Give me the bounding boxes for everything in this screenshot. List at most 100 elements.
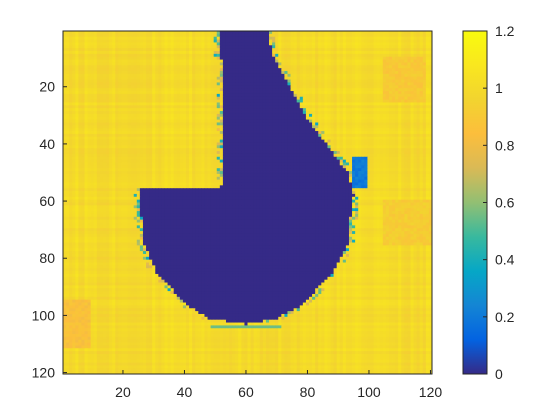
heatmap-cell (90, 65, 95, 69)
heatmap-cell (398, 33, 402, 38)
heatmap-cell (318, 42, 322, 46)
heatmap-cell (238, 85, 242, 89)
heatmap-cell (361, 65, 365, 69)
heatmap-cell (149, 148, 153, 152)
heatmap-cell (238, 93, 242, 98)
heatmap-cell (253, 56, 258, 60)
heatmap-cell (382, 79, 387, 83)
heatmap-cell (229, 51, 233, 55)
heatmap-cell (139, 102, 144, 106)
heatmap-cell (348, 108, 353, 112)
heatmap-cell (149, 99, 153, 103)
heatmap-cell (216, 56, 221, 60)
heatmap-cell (315, 93, 319, 98)
heatmap-cell (146, 116, 150, 121)
heatmap-cell (330, 116, 335, 121)
heatmap-cell (388, 53, 393, 58)
heatmap-cell (315, 45, 319, 49)
heatmap-cell (259, 42, 264, 46)
heatmap-cell (96, 108, 101, 112)
heatmap-cell (262, 102, 267, 106)
heatmap-cell (287, 105, 291, 109)
heatmap-cell (324, 145, 328, 149)
heatmap-cell (265, 36, 270, 40)
heatmap-cell (259, 53, 264, 58)
heatmap-cell (404, 71, 408, 75)
heatmap-cell (422, 42, 427, 46)
heatmap-cell (339, 56, 344, 60)
heatmap-cell (219, 39, 224, 43)
heatmap-cell (96, 96, 101, 100)
heatmap-cell (299, 108, 304, 112)
heatmap-cell (189, 42, 193, 46)
heatmap-cell (124, 88, 128, 92)
heatmap-cell (170, 68, 175, 72)
heatmap-cell (382, 76, 387, 80)
heatmap-cell (225, 142, 230, 146)
heatmap-cell (66, 42, 70, 46)
heatmap-cell (370, 105, 374, 109)
heatmap-cell (428, 93, 433, 98)
heatmap-cell (155, 145, 159, 149)
heatmap-cell (81, 45, 85, 49)
heatmap-cell (376, 73, 381, 78)
heatmap-cell (81, 145, 85, 149)
heatmap-cell (66, 33, 70, 38)
heatmap-cell (388, 65, 393, 69)
heatmap-cell (176, 56, 181, 60)
heatmap-cell (250, 148, 255, 152)
heatmap-cell (182, 65, 187, 69)
heatmap-cell (419, 119, 424, 123)
heatmap-cell (155, 113, 159, 118)
heatmap-cell (109, 122, 113, 126)
heatmap-cell (222, 82, 227, 86)
heatmap-cell (189, 56, 193, 60)
heatmap-cell (401, 128, 405, 132)
heatmap-cell (210, 48, 215, 52)
heatmap-cell (293, 91, 298, 95)
heatmap-cell (318, 51, 322, 55)
heatmap-cell (195, 108, 199, 112)
heatmap-cell (63, 136, 67, 141)
heatmap-cell (198, 36, 202, 40)
heatmap-cell (419, 51, 424, 55)
heatmap-cell (195, 73, 199, 78)
heatmap-cell (198, 39, 202, 43)
heatmap-cell (195, 82, 199, 86)
heatmap-cell (404, 85, 408, 89)
heatmap-cell (72, 82, 76, 86)
heatmap-cell (315, 39, 319, 43)
heatmap-cell (401, 91, 405, 95)
heatmap-cell (315, 142, 319, 146)
heatmap-cell (296, 99, 301, 103)
heatmap-cell (176, 125, 181, 129)
heatmap-cell (149, 131, 153, 135)
heatmap-cell (333, 73, 338, 78)
heatmap-cell (404, 133, 408, 138)
heatmap-cell (419, 133, 424, 138)
heatmap-cell (373, 59, 378, 63)
heatmap-cell (373, 51, 378, 55)
heatmap-cell (176, 148, 181, 152)
heatmap-cell (121, 71, 125, 75)
heatmap-cell (348, 139, 353, 143)
heatmap-cell (124, 142, 128, 146)
heatmap-cell (428, 96, 433, 100)
heatmap-cell (164, 71, 168, 75)
heatmap-cell (407, 76, 411, 80)
heatmap-cell (182, 111, 187, 115)
heatmap-cell (293, 56, 298, 60)
heatmap-cell (75, 73, 79, 78)
heatmap-cell (416, 131, 421, 135)
heatmap-cell (225, 133, 230, 138)
heatmap-cell (348, 45, 353, 49)
heatmap-cell (139, 65, 144, 69)
heatmap-cell (124, 79, 128, 83)
heatmap-cell (241, 142, 245, 146)
heatmap-cell (358, 131, 362, 135)
heatmap-cell (244, 39, 248, 43)
heatmap-cell (207, 91, 212, 95)
heatmap-cell (102, 33, 107, 38)
heatmap-cell (87, 128, 92, 132)
heatmap-cell (179, 91, 184, 95)
